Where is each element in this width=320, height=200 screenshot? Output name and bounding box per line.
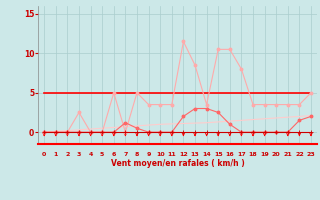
X-axis label: Vent moyen/en rafales ( km/h ): Vent moyen/en rafales ( km/h ) (111, 159, 244, 168)
